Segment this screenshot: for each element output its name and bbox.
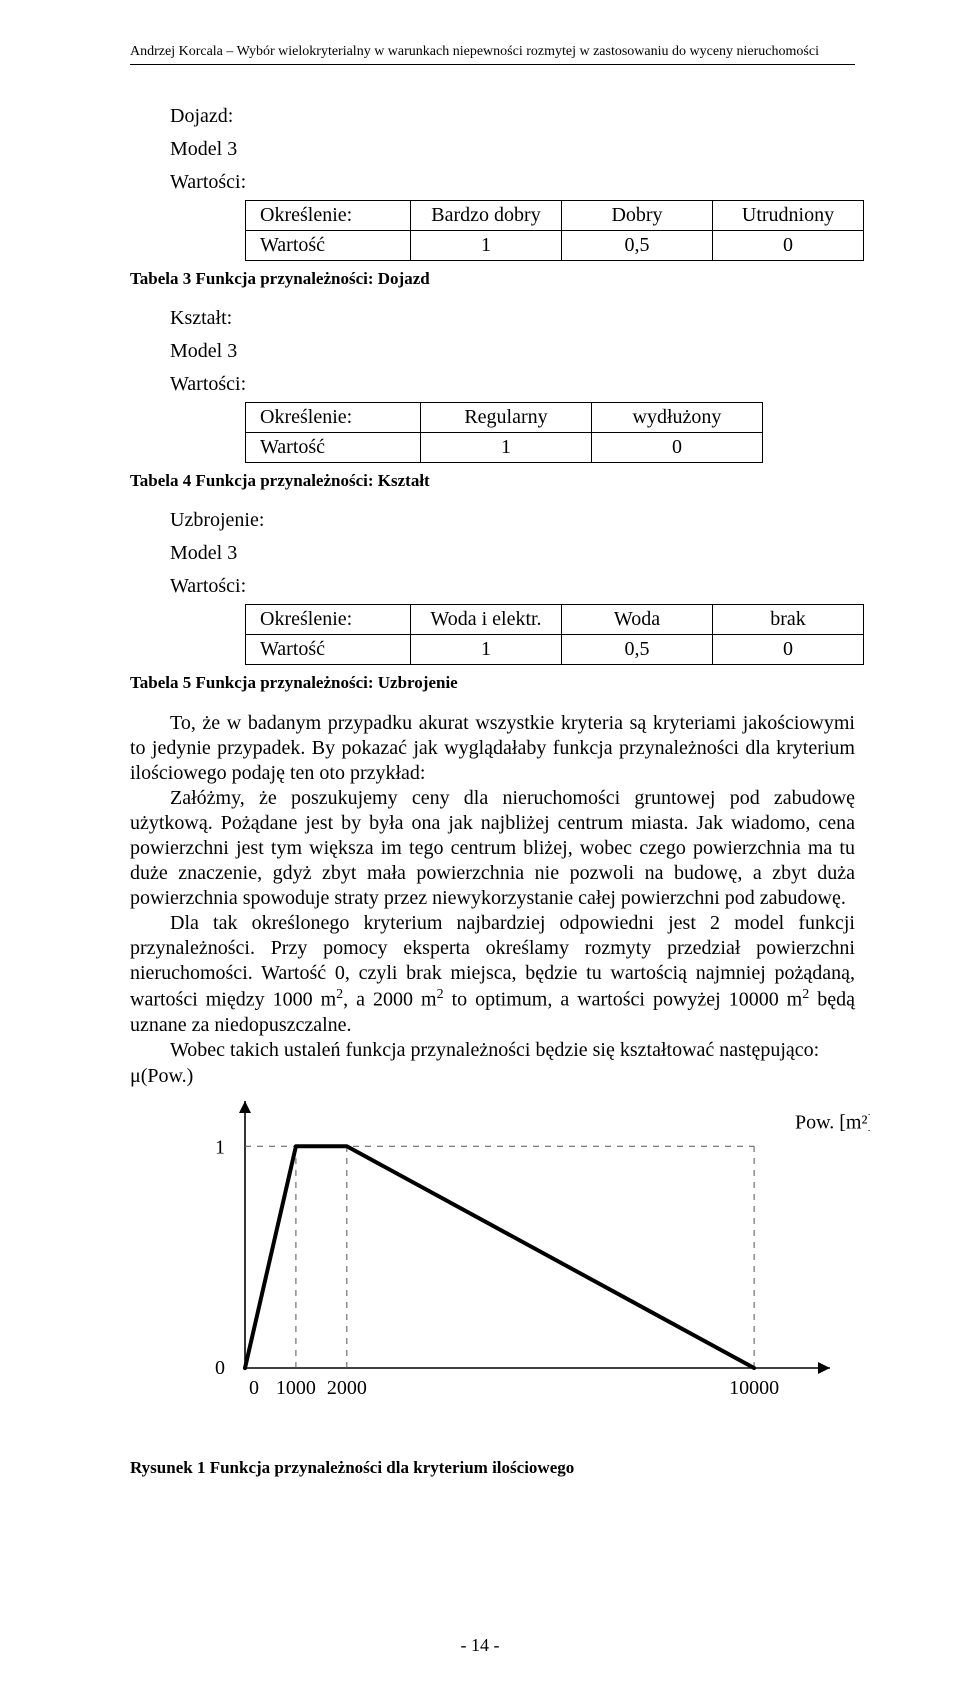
ksztalt-wartosci-label: Wartości: — [170, 373, 855, 396]
dojazd-caption: Tabela 3 Funkcja przynależności: Dojazd — [130, 269, 855, 289]
ksztalt-table: Określenie: Regularny wydłużony Wartość … — [245, 402, 763, 463]
table-row: Wartość 1 0,5 0 — [246, 231, 864, 261]
svg-text:Pow. [m²]: Pow. [m²] — [795, 1111, 870, 1133]
paragraph: Załóżmy, że poszukujemy ceny dla nieruch… — [130, 786, 855, 911]
uzbrojenie-caption: Tabela 5 Funkcja przynależności: Uzbroje… — [130, 673, 855, 693]
cell: 0,5 — [562, 231, 713, 261]
cell: Wartość — [246, 433, 421, 463]
ksztalt-caption: Tabela 4 Funkcja przynależności: Kształt — [130, 471, 855, 491]
dojazd-table: Określenie: Bardzo dobry Dobry Utrudnion… — [245, 200, 864, 261]
table-row: Wartość 1 0 — [246, 433, 763, 463]
cell: 0 — [713, 231, 864, 261]
cell: wydłużony — [592, 403, 763, 433]
paragraph: Dla tak określonego kryterium najbardzie… — [130, 911, 855, 1038]
cell: 0 — [713, 635, 864, 665]
cell: 1 — [411, 231, 562, 261]
uzbrojenie-label: Uzbrojenie: — [170, 509, 855, 532]
svg-text:0: 0 — [215, 1357, 225, 1379]
cell: Wartość — [246, 635, 411, 665]
table-row: Określenie: Regularny wydłużony — [246, 403, 763, 433]
running-header: Andrzej Korcala – Wybór wielokryterialny… — [130, 44, 855, 60]
cell: Regularny — [421, 403, 592, 433]
cell: Określenie: — [246, 201, 411, 231]
cell: Woda — [562, 605, 713, 635]
page-number: - 14 - — [0, 1635, 960, 1656]
ksztalt-model: Model 3 — [170, 340, 855, 363]
cell: Wartość — [246, 231, 411, 261]
paragraph-fragment: , a 2000 m — [343, 989, 436, 1011]
cell: 0 — [592, 433, 763, 463]
cell: Woda i elektr. — [411, 605, 562, 635]
svg-text:10000: 10000 — [729, 1377, 779, 1399]
svg-text:2000: 2000 — [327, 1377, 367, 1399]
paragraph-fragment: to optimum, a wartości powyżej 10000 m — [444, 989, 803, 1011]
paragraph: To, że w badanym przypadku akurat wszyst… — [130, 711, 855, 786]
cell: Określenie: — [246, 605, 411, 635]
chart-svg: 1 0 0 1000 2000 10000 Pow. [m²] — [150, 1088, 870, 1428]
cell: brak — [713, 605, 864, 635]
uzbrojenie-table: Określenie: Woda i elektr. Woda brak War… — [245, 604, 864, 665]
membership-chart: 1 0 0 1000 2000 10000 Pow. [m²] — [150, 1088, 870, 1428]
table-row: Określenie: Bardzo dobry Dobry Utrudnion… — [246, 201, 864, 231]
uzbrojenie-model: Model 3 — [170, 542, 855, 565]
superscript: 2 — [437, 987, 444, 1002]
cell: Bardzo dobry — [411, 201, 562, 231]
svg-text:0: 0 — [249, 1377, 259, 1399]
dojazd-wartosci-label: Wartości: — [170, 171, 855, 194]
dojazd-label: Dojazd: — [170, 105, 855, 128]
table-row: Określenie: Woda i elektr. Woda brak — [246, 605, 864, 635]
uzbrojenie-wartosci-label: Wartości: — [170, 575, 855, 598]
table-row: Wartość 1 0,5 0 — [246, 635, 864, 665]
cell: Dobry — [562, 201, 713, 231]
paragraph: Wobec takich ustaleń funkcja przynależno… — [130, 1038, 855, 1063]
dojazd-model: Model 3 — [170, 138, 855, 161]
svg-text:1000: 1000 — [276, 1377, 316, 1399]
cell: 0,5 — [562, 635, 713, 665]
svg-text:1: 1 — [215, 1136, 225, 1158]
cell: Utrudniony — [713, 201, 864, 231]
ksztalt-label: Kształt: — [170, 307, 855, 330]
header-rule — [130, 64, 855, 65]
mu-label: μ(Pow.) — [130, 1065, 855, 1088]
figure-caption: Rysunek 1 Funkcja przynależności dla kry… — [130, 1458, 855, 1478]
cell: 1 — [421, 433, 592, 463]
cell: 1 — [411, 635, 562, 665]
cell: Określenie: — [246, 403, 421, 433]
